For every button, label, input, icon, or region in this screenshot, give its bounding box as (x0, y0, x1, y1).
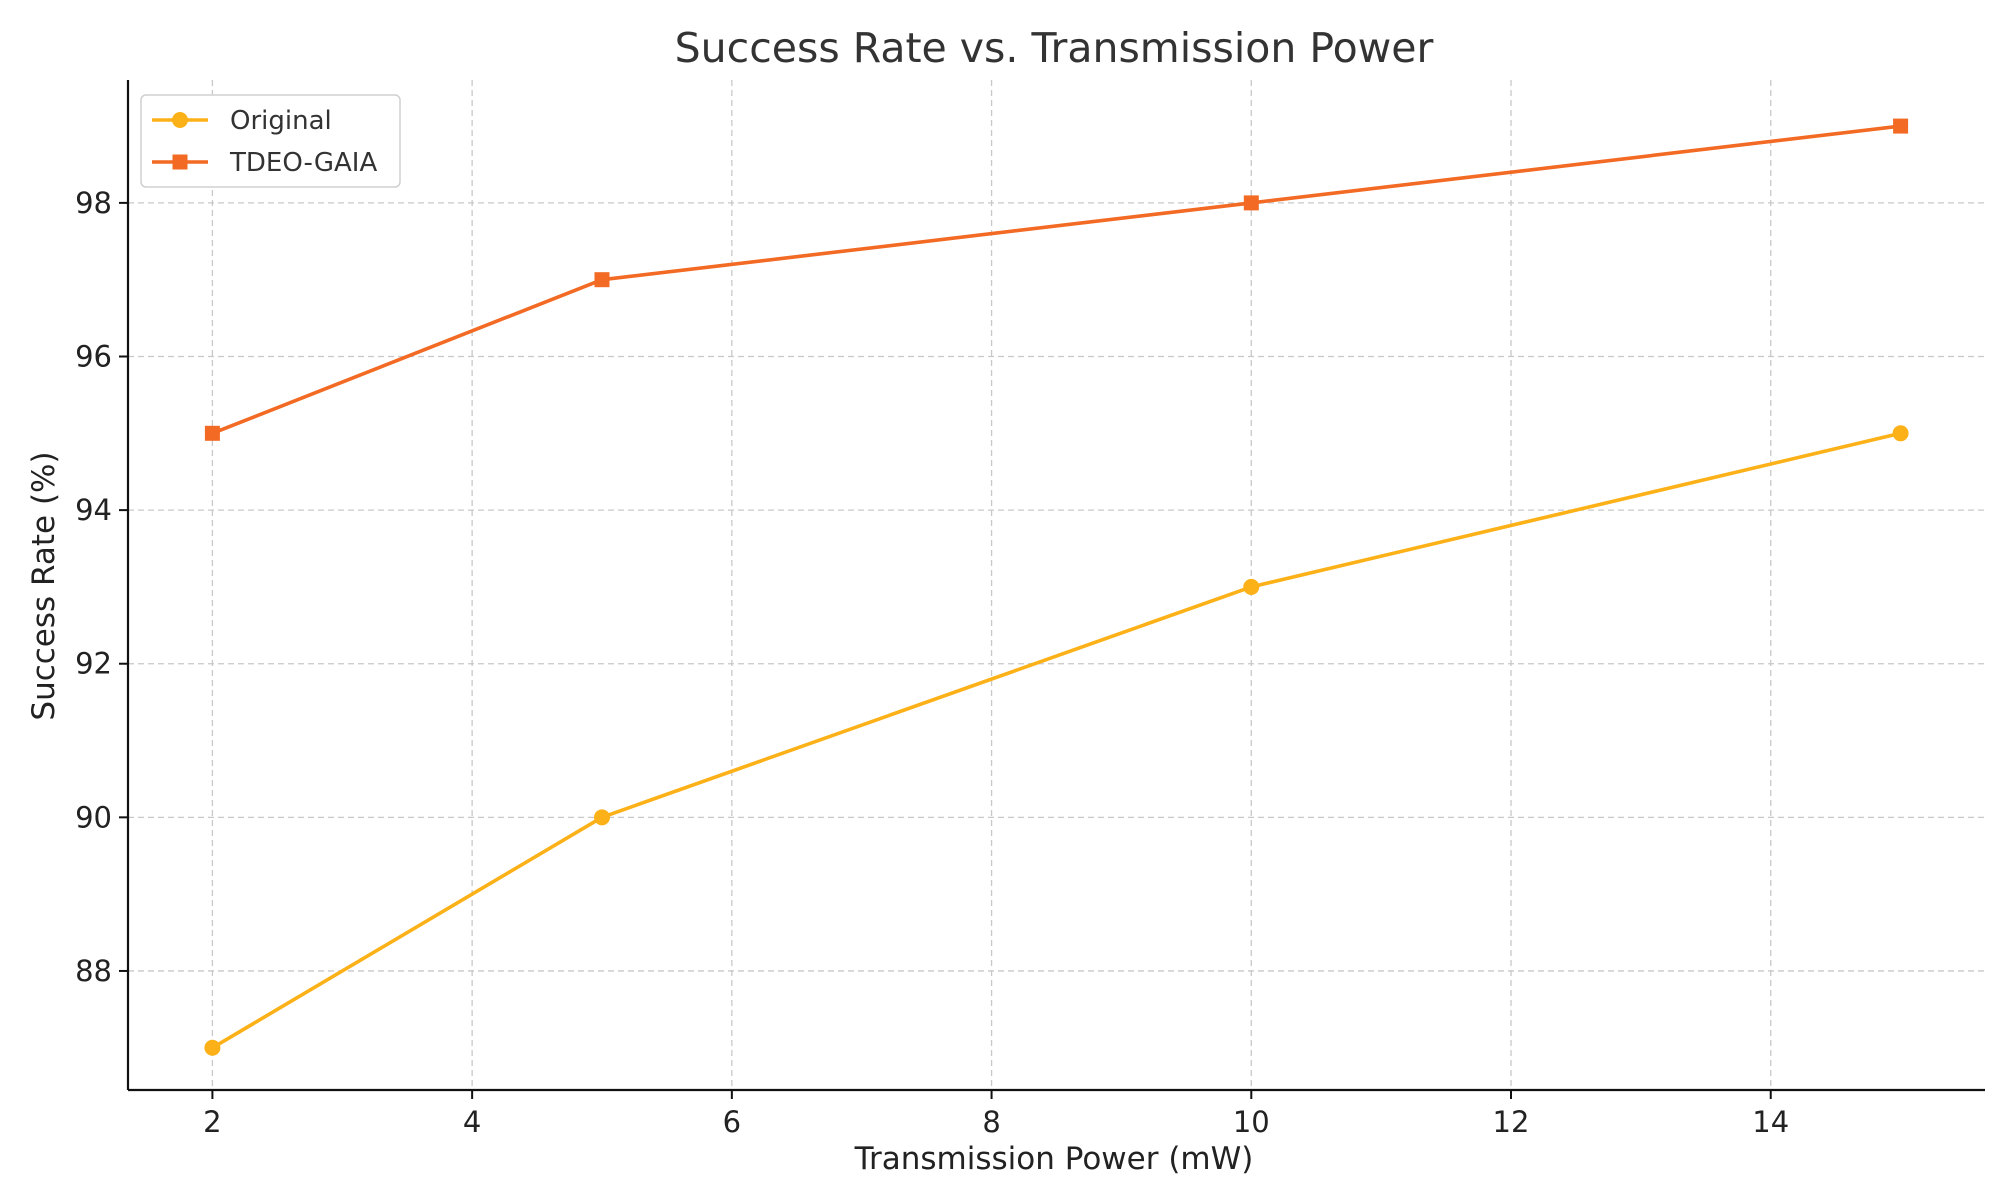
y-tick-label: 96 (75, 340, 112, 374)
legend-marker (172, 154, 188, 170)
y-tick-label: 90 (75, 800, 112, 834)
x-tick-label: 6 (723, 1105, 741, 1139)
data-point (204, 425, 220, 441)
x-tick-label: 10 (1233, 1105, 1270, 1139)
data-point (204, 1039, 221, 1056)
data-point (593, 809, 610, 826)
series-group (204, 118, 1909, 1056)
legend-label: TDEO-GAIA (229, 148, 377, 178)
y-tick-label: 92 (75, 647, 112, 681)
x-tick-label: 2 (203, 1105, 221, 1139)
legend: Original TDEO-GAIA (140, 94, 401, 188)
axes (126, 80, 1985, 1092)
legend-items: Original TDEO-GAIA (152, 106, 377, 178)
y-axis-label: Success Rate (%) (26, 451, 62, 720)
x-ticks: 2 4 6 8 10 12 14 (203, 1090, 1789, 1139)
y-ticks: 88 90 92 94 96 98 (75, 186, 128, 988)
data-point (1893, 118, 1909, 134)
data-point (1243, 195, 1259, 211)
series-line-original (210, 431, 1903, 1050)
legend-marker (172, 112, 188, 128)
legend-label: Original (230, 106, 332, 136)
x-axis-label: Transmission Power (mW) (854, 1141, 1254, 1177)
x-tick-label: 8 (982, 1105, 1000, 1139)
data-point (1243, 578, 1260, 595)
y-tick-label: 88 (75, 954, 112, 988)
x-tick-label: 14 (1752, 1105, 1789, 1139)
series-line-tdeo-gaia (210, 124, 1903, 436)
legend-box (140, 94, 401, 188)
x-tick-label: 4 (463, 1105, 481, 1139)
y-tick-label: 94 (75, 493, 112, 527)
grid (128, 80, 1985, 1090)
legend-item-tdeo-gaia: TDEO-GAIA (152, 148, 377, 178)
series-original (204, 425, 1909, 1056)
legend-item-original: Original (152, 106, 332, 136)
data-point (1892, 425, 1909, 442)
data-point (594, 272, 610, 288)
series-tdeo-gaia (204, 118, 1909, 441)
y-tick-label: 98 (75, 186, 112, 220)
x-tick-label: 12 (1493, 1105, 1530, 1139)
chart-title: Success Rate vs. Transmission Power (675, 24, 1434, 72)
